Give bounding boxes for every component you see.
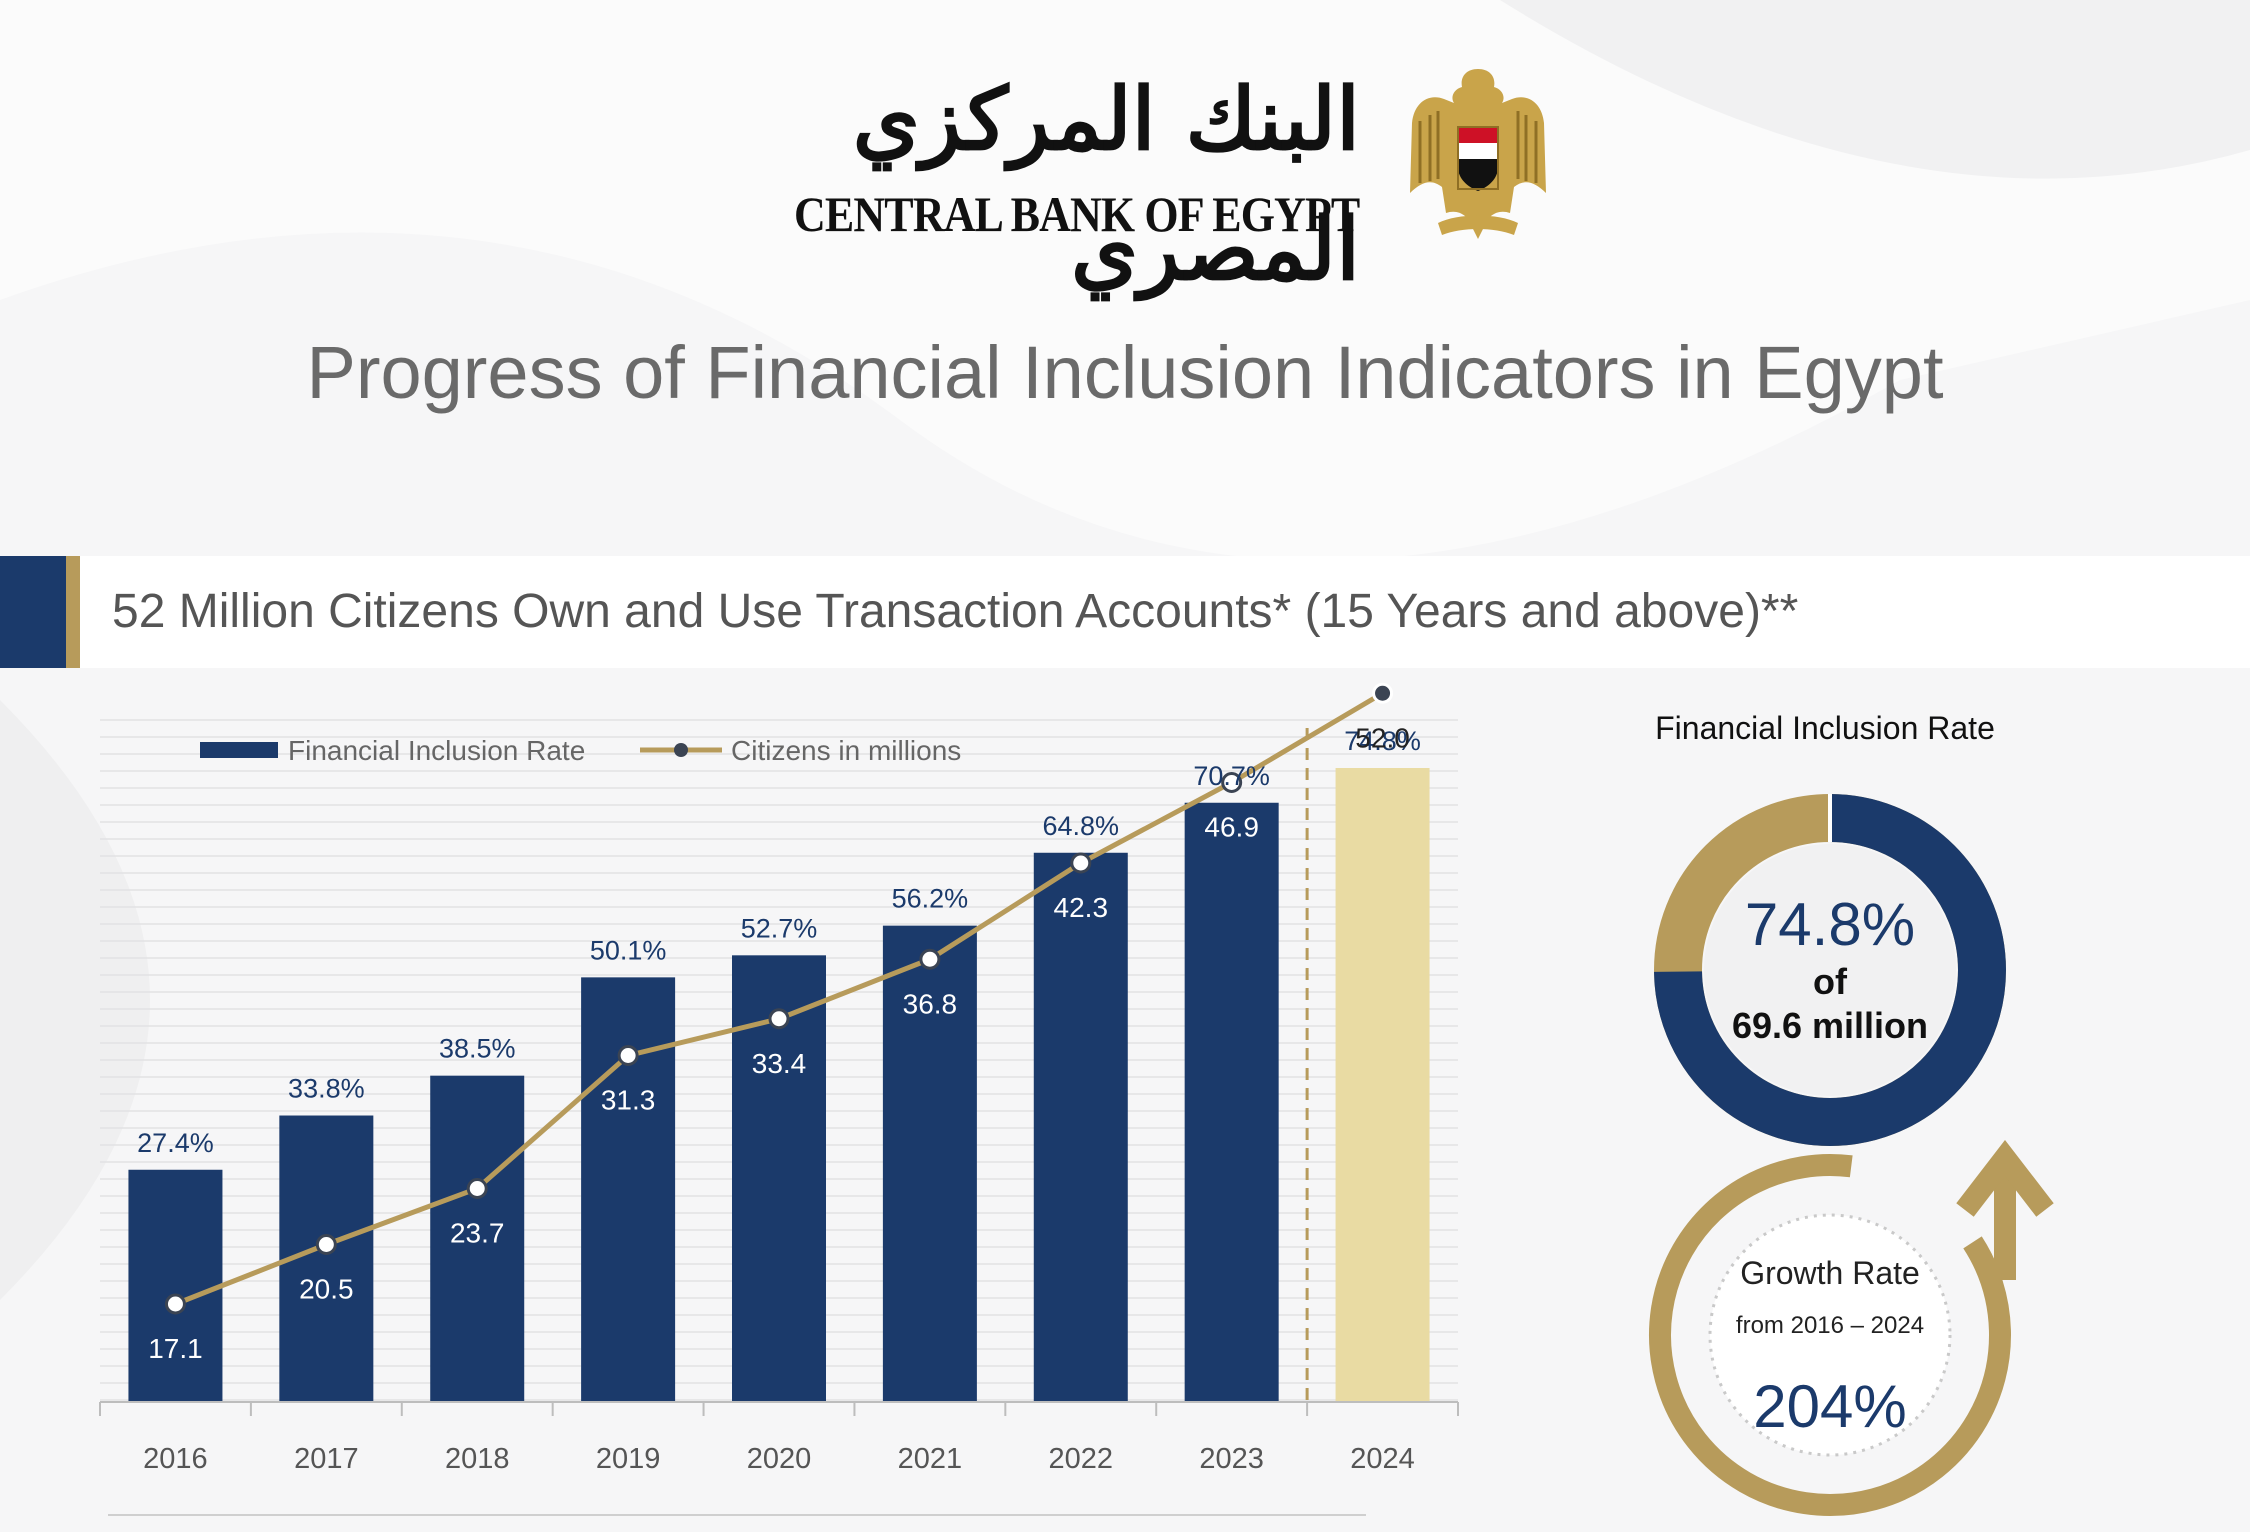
bar-2016	[128, 1169, 223, 1402]
line-series	[164, 682, 1394, 1315]
line-point-2016	[164, 1293, 186, 1315]
line-label-2020: 33.4	[752, 1048, 807, 1079]
bar-label-2019: 50.1%	[590, 935, 667, 965]
x-tick-2019: 2019	[596, 1443, 661, 1475]
logo-english-text: CENTRAL BANK OF EGYPT	[794, 186, 1360, 242]
donut-hole	[1704, 844, 1956, 1096]
page-title: Progress of Financial Inclusion Indicato…	[306, 331, 1944, 414]
growth-arrow-icon	[1649, 1140, 2054, 1516]
line-label-2024: 52.0	[1355, 722, 1410, 753]
line-label-2017: 20.5	[299, 1274, 354, 1305]
bar-label-2018: 38.5%	[439, 1034, 516, 1064]
line-label-2023: 46.9	[1204, 812, 1259, 843]
chart-legend: Financial Inclusion Rate Citizens in mill…	[200, 735, 961, 766]
x-tick-2022: 2022	[1049, 1443, 1114, 1475]
central-bank-logo: البنك المركزي المصري CENTRAL BANK OF EGY…	[790, 55, 1570, 300]
line-point-2020	[768, 1008, 790, 1030]
line-point-2018	[466, 1178, 488, 1199]
x-tick-2020: 2020	[747, 1443, 812, 1475]
subtitle-banner: 52 Million Citizens Own and Use Transact…	[0, 556, 2250, 668]
legend-bar-swatch	[200, 742, 278, 758]
bar-2021	[882, 925, 977, 1402]
line-label-2019: 31.3	[601, 1085, 656, 1116]
x-tick-2016: 2016	[143, 1443, 208, 1475]
legend-bar-label: Financial Inclusion Rate	[288, 735, 585, 766]
line-label-2021: 36.8	[903, 988, 958, 1019]
line-label-2022: 42.3	[1054, 892, 1109, 923]
bar-label-2024: 74.8%	[1344, 726, 1421, 756]
x-tick-2017: 2017	[294, 1443, 359, 1475]
inclusion-donut-chart	[1654, 794, 2006, 1146]
financial-inclusion-chart: 27.4% 33.8% 38.5% 50.1% 52.7% 56.2% 64.8% 70.7%…	[99, 682, 1459, 1475]
line-point-2017	[315, 1234, 337, 1255]
data-labels: 27.4% 33.8% 38.5% 50.1% 52.7% 56.2% 64.8% 70.7%…	[137, 722, 1421, 1364]
bar-label-2022: 64.8%	[1042, 811, 1119, 841]
banner-gold-stripe	[66, 556, 80, 668]
line-point-2022	[1070, 852, 1092, 874]
growth-value: 204%	[1753, 1373, 1907, 1440]
bar-series	[128, 768, 1430, 1402]
growth-period: from 2016 – 2024	[1735, 1312, 1925, 1339]
donut-percentage: 74.8%	[1744, 891, 1916, 958]
bar-label-2017: 33.8%	[288, 1074, 365, 1104]
bar-label-2016: 27.4%	[137, 1128, 214, 1158]
line-label-2016: 17.1	[148, 1333, 203, 1364]
bar-2020	[732, 955, 826, 1402]
bar-label-2023: 70.7%	[1193, 761, 1270, 791]
line-point-2024	[1372, 682, 1394, 704]
bar-2019	[581, 977, 676, 1402]
x-tick-2024: 2024	[1350, 1443, 1415, 1475]
bar-label-2020: 52.7%	[741, 913, 818, 943]
banner-heading: 52 Million Citizens Own and Use Transact…	[112, 585, 1799, 638]
bar-2018	[430, 1075, 525, 1402]
donut-of-text: of	[1813, 961, 1847, 1002]
line-point-2021	[919, 948, 941, 970]
bar-2024	[1335, 768, 1430, 1402]
growth-title: Growth Rate	[1740, 1255, 1920, 1291]
x-tick-2023: 2023	[1199, 1443, 1264, 1475]
x-axis: 2016 2017 2018 2019 2020 2021 2022 2023 2024	[99, 728, 1459, 1475]
line-label-2018: 23.7	[450, 1218, 505, 1249]
bar-2022	[1033, 852, 1128, 1402]
donut-center-text: 74.8% of 69.6 million	[1700, 890, 1960, 1048]
banner-navy-stripe	[0, 556, 66, 668]
line-point-2019	[617, 1045, 639, 1066]
legend-line-marker	[674, 743, 688, 757]
logo-arabic-text: البنك المركزي المصري	[852, 69, 1360, 300]
donut-population: 69.6 million	[1731, 1005, 1929, 1046]
legend-line-label: Citizens in millions	[731, 735, 961, 766]
line-point-2023	[1221, 772, 1243, 793]
x-tick-2021: 2021	[898, 1443, 963, 1475]
bar-2023	[1184, 802, 1279, 1402]
eagle-emblem-icon	[1410, 69, 1546, 239]
bar-label-2021: 56.2%	[892, 884, 969, 914]
donut-title: Financial Inclusion Rate	[1655, 710, 1995, 746]
bottom-divider	[108, 1514, 1366, 1516]
x-tick-2018: 2018	[445, 1443, 510, 1475]
